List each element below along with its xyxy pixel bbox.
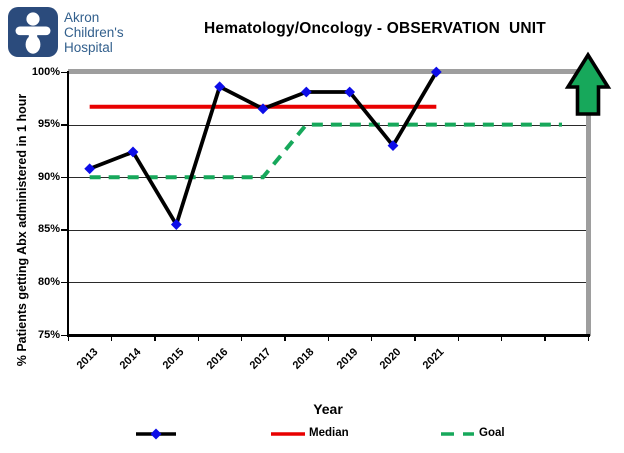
x-axis-tick-label: 2016 [204, 346, 231, 372]
x-axis-tick-label: 2021 [421, 346, 447, 372]
x-axis-tick [544, 336, 546, 341]
gridline [68, 229, 588, 231]
legend-series-diamond-icon [150, 428, 162, 440]
y-axis-line [67, 71, 69, 336]
x-axis-tick [154, 336, 156, 341]
logo: Akron Children's Hospital [8, 7, 124, 57]
x-axis-tick [240, 336, 243, 341]
child-figure-icon [15, 12, 51, 54]
x-axis-tick-label: 2017 [247, 346, 274, 372]
y-axis-tick-label: 80% [37, 275, 60, 288]
logo-line-1: Akron [64, 10, 100, 25]
x-axis-tick [284, 336, 286, 341]
y-axis-tick [61, 281, 67, 284]
y-axis-tick [61, 124, 67, 126]
y-axis-tick-label: 95% [37, 118, 60, 131]
gridline [68, 124, 588, 126]
x-axis-tick-label: 2019 [334, 346, 361, 372]
logo-text: Akron Children's Hospital [64, 7, 124, 57]
x-axis-tick [457, 336, 459, 341]
chart-title: Hematology/Oncology - OBSERVATION UNIT [204, 20, 546, 37]
legend-label-median: Median [309, 427, 349, 439]
y-axis-tick-label: 75% [37, 328, 60, 341]
x-axis-tick-label: 2013 [74, 346, 101, 372]
gridline [68, 177, 588, 179]
x-axis-tick [197, 336, 199, 341]
x-axis-tick [587, 336, 589, 341]
y-axis-tick-label: 85% [37, 223, 60, 236]
plot-border-right [586, 69, 591, 336]
logo-line-3: Hospital [64, 40, 113, 55]
y-axis-tick [61, 176, 67, 179]
y-axis-title: % Patients getting Abx administered in 1… [15, 93, 29, 367]
y-axis-tick [61, 71, 67, 73]
y-axis-tick [61, 229, 67, 231]
legend-label-goal: Goal [479, 427, 505, 439]
x-axis-tick [500, 336, 503, 341]
x-axis-tick [67, 336, 69, 341]
x-axis-tick [110, 336, 113, 341]
x-axis-tick-label: 2014 [117, 346, 144, 372]
y-axis-tick [61, 334, 67, 336]
gridline [68, 282, 588, 284]
x-axis-line [67, 334, 590, 337]
hospital-logo-icon [8, 7, 58, 57]
x-axis-tick-label: 2015 [161, 346, 187, 372]
plot-border-top [68, 69, 591, 74]
y-axis-tick-label: 100% [31, 65, 60, 78]
x-axis-tick-label: 2020 [377, 346, 404, 372]
x-axis-tick-label: 2018 [291, 346, 317, 372]
plot-area [68, 72, 588, 335]
x-axis-title: Year [313, 401, 343, 417]
logo-line-2: Children's [64, 25, 124, 40]
x-axis-tick [327, 336, 329, 341]
y-axis-tick-label: 90% [37, 170, 60, 183]
x-axis-tick [370, 336, 373, 341]
x-axis-tick [414, 336, 416, 341]
